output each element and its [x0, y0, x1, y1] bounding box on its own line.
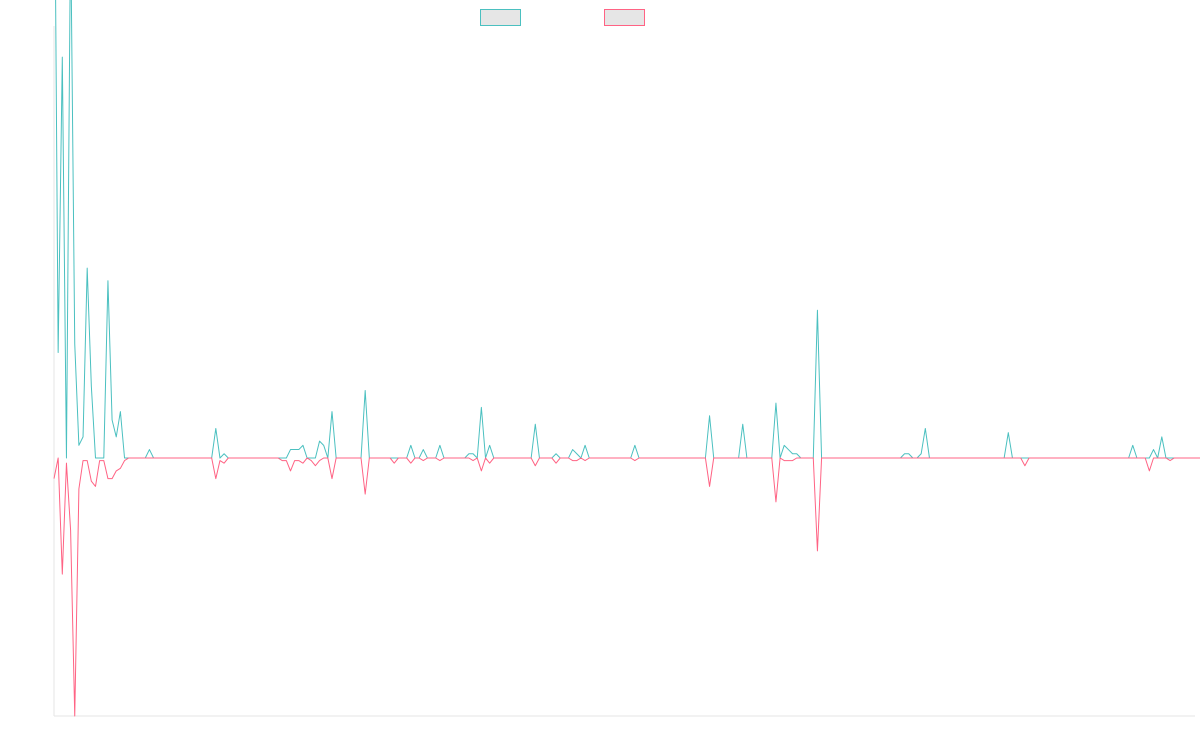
series-layer — [53, 0, 1200, 717]
axes — [53, 26, 1195, 717]
legend-swatch-series-1[interactable] — [480, 9, 521, 26]
series-2 — [53, 457, 1200, 717]
legend — [480, 9, 645, 26]
legend-swatch-series-2[interactable] — [604, 9, 645, 26]
series-1 — [55, 0, 1195, 459]
series-2-line — [53, 457, 1200, 717]
series-1-line — [55, 0, 1195, 459]
